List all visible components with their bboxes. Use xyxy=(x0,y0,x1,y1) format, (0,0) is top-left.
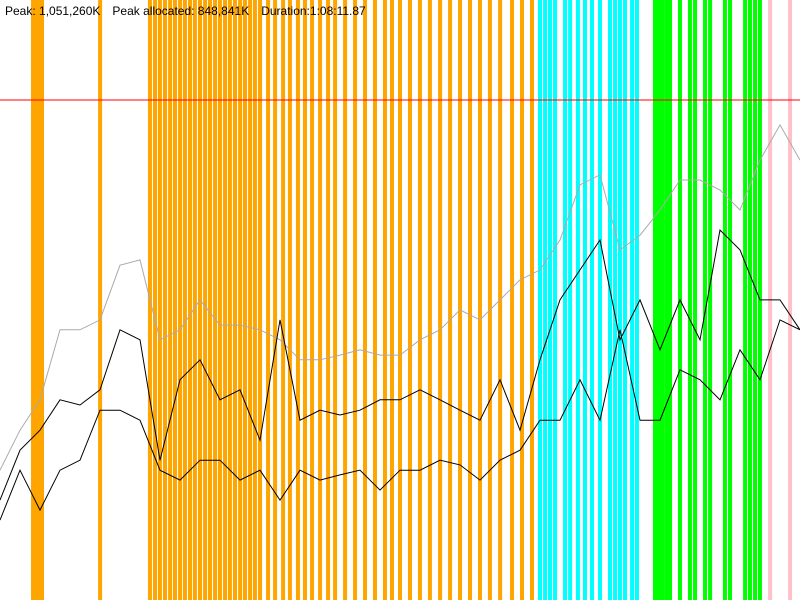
event-stripe xyxy=(659,0,664,600)
event-stripe xyxy=(458,0,463,600)
header-text: Peak: 1,051,260K xyxy=(5,4,100,18)
event-stripe xyxy=(529,0,534,600)
event-stripe xyxy=(520,0,525,600)
event-stripe xyxy=(318,0,323,600)
event-stripe xyxy=(252,0,257,600)
event-stripe xyxy=(172,0,177,600)
event-stripe xyxy=(634,0,639,600)
event-stripe xyxy=(668,0,673,600)
memory-line xyxy=(0,228,800,501)
event-stripe xyxy=(372,0,377,600)
memory-line xyxy=(0,123,800,471)
event-stripe xyxy=(168,0,173,600)
event-stripe xyxy=(98,0,103,600)
event-stripe xyxy=(295,0,300,600)
event-stripe xyxy=(242,0,247,600)
event-stripe xyxy=(157,0,162,600)
event-stripe xyxy=(728,0,733,600)
event-stripe xyxy=(417,0,422,600)
event-stripe xyxy=(743,0,748,600)
event-stripe xyxy=(217,0,222,600)
event-stripe xyxy=(448,0,453,600)
event-stripe xyxy=(575,0,580,600)
event-stripe xyxy=(31,0,36,600)
event-stripe xyxy=(248,0,253,600)
header-text: Peak allocated: 848,841K xyxy=(112,4,249,18)
event-stripe xyxy=(273,0,278,600)
event-stripe xyxy=(468,0,473,600)
event-stripe xyxy=(753,0,758,600)
event-stripe xyxy=(238,0,243,600)
event-stripe xyxy=(747,0,752,600)
event-stripe xyxy=(553,0,558,600)
event-stripe xyxy=(623,0,628,600)
event-stripe xyxy=(687,0,692,600)
event-stripe xyxy=(40,0,45,600)
event-stripes xyxy=(31,0,793,600)
event-stripe xyxy=(153,0,158,600)
event-stripe xyxy=(438,0,443,600)
event-stripe xyxy=(582,0,587,600)
event-stripe xyxy=(207,0,212,600)
event-stripe xyxy=(233,0,238,600)
event-stripe xyxy=(617,0,622,600)
event-stripe xyxy=(343,0,348,600)
event-stripe xyxy=(333,0,338,600)
event-stripe xyxy=(213,0,218,600)
event-stripe xyxy=(398,0,403,600)
event-stripe xyxy=(703,0,708,600)
event-stripe xyxy=(223,0,228,600)
event-stripe xyxy=(178,0,183,600)
event-stripe xyxy=(258,0,263,600)
event-stripe xyxy=(188,0,193,600)
event-stripe xyxy=(788,0,793,600)
event-stripe xyxy=(302,0,307,600)
header-text: Duration:1:08:11.87 xyxy=(261,4,366,18)
event-stripe xyxy=(227,0,232,600)
event-stripe xyxy=(353,0,358,600)
event-stripe xyxy=(36,0,41,600)
event-stripe xyxy=(607,0,612,600)
event-stripe xyxy=(708,0,713,600)
event-stripe xyxy=(652,0,657,600)
event-stripe xyxy=(427,0,432,600)
event-stripe xyxy=(722,0,727,600)
event-stripe xyxy=(563,0,568,600)
event-stripe xyxy=(363,0,368,600)
event-stripe xyxy=(630,0,635,600)
event-stripe xyxy=(326,0,331,600)
event-stripe xyxy=(477,0,482,600)
event-stripe xyxy=(510,0,515,600)
event-stripe xyxy=(203,0,208,600)
event-stripe xyxy=(613,0,618,600)
event-stripe xyxy=(382,0,387,600)
event-stripe xyxy=(537,0,542,600)
event-stripe xyxy=(310,0,315,600)
event-stripe xyxy=(407,0,412,600)
event-stripe xyxy=(33,0,38,600)
event-stripe xyxy=(543,0,548,600)
event-stripe xyxy=(598,0,603,600)
event-stripe xyxy=(266,0,271,600)
event-stripe xyxy=(568,0,573,600)
event-stripe xyxy=(547,0,552,600)
event-stripe xyxy=(182,0,187,600)
event-stripe xyxy=(287,0,292,600)
event-stripe xyxy=(656,0,661,600)
event-stripe xyxy=(487,0,492,600)
event-stripe xyxy=(281,0,286,600)
event-stripe xyxy=(693,0,698,600)
event-stripe xyxy=(192,0,197,600)
event-stripe xyxy=(590,0,595,600)
lines xyxy=(0,99,800,521)
header: Peak: 1,051,260K Peak allocated: 848,841K… xyxy=(5,4,366,18)
memory-line xyxy=(0,319,800,521)
event-stripe xyxy=(389,0,394,600)
event-stripe xyxy=(163,0,168,600)
event-stripe xyxy=(664,0,669,600)
